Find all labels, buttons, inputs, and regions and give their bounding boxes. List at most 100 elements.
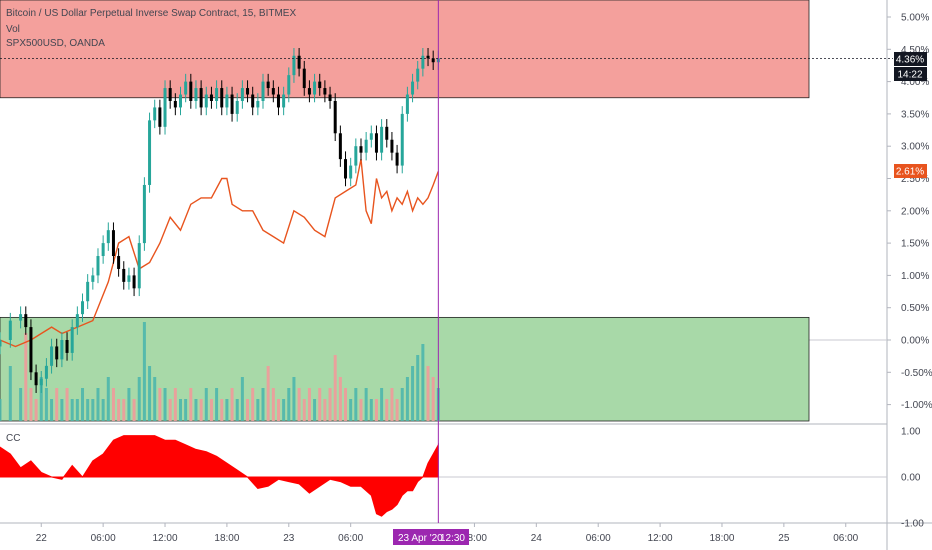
volume-bar — [318, 388, 322, 421]
volume-bar — [426, 366, 430, 421]
price-tick-label: -1.00% — [901, 400, 932, 411]
crosshair — [0, 0, 893, 523]
candle-body — [385, 126, 389, 140]
volume-bar — [225, 399, 229, 421]
volume-bar — [246, 399, 250, 421]
volume-bar — [91, 399, 95, 421]
candle-body — [209, 94, 213, 101]
volume-bar — [431, 377, 435, 421]
candle-body — [96, 256, 100, 276]
price-tick-label: 4.00% — [901, 77, 929, 88]
candle-body — [81, 301, 85, 315]
volume-bar — [302, 399, 306, 421]
cc-tick-label: 0.00 — [901, 473, 921, 484]
candle-body — [426, 55, 430, 59]
volume-bar — [168, 399, 172, 421]
price-tick-label: 0.50% — [901, 303, 929, 314]
candle-body — [256, 100, 260, 108]
volume-bar — [313, 399, 317, 421]
volume-bar — [287, 388, 291, 421]
cc-area — [0, 435, 439, 517]
price-tick-label: 3.50% — [901, 109, 929, 120]
volume-bar — [199, 399, 203, 421]
time-tick-label: 23 — [283, 533, 295, 544]
time-tick-label: 24 — [531, 533, 543, 544]
volume-bar — [106, 377, 110, 421]
candle-body — [246, 88, 250, 95]
price-tick-label: 1.00% — [901, 271, 929, 282]
volume-bar — [194, 399, 198, 421]
candle-body — [173, 100, 177, 108]
volume-bar — [204, 388, 208, 421]
volume-bar — [400, 388, 404, 421]
candle-body — [405, 94, 409, 114]
chart-axes: 5.00% 4.50% 4.00% 3.50% 3.00% 2.50% 2.00% 1.50%… — [36, 13, 932, 545]
price-tick-label: 0.00% — [901, 336, 929, 347]
crosshair-date-badge: 23 Apr '20 12:30 — [393, 529, 469, 545]
candle-body — [416, 68, 420, 82]
candle-body — [8, 320, 12, 340]
volume-bar — [173, 388, 177, 421]
volume-bar — [421, 344, 425, 421]
volume-bar — [405, 377, 409, 421]
candle-body — [189, 81, 193, 101]
volume-bar — [117, 399, 121, 421]
candle-body — [282, 94, 286, 108]
price-tick-label: 5.00% — [901, 13, 929, 24]
volume-bar — [271, 388, 275, 421]
volume-bar — [29, 388, 33, 421]
btc-price-badge: 4.36% — [894, 52, 927, 66]
candle-body — [354, 146, 358, 166]
candle-body — [307, 88, 311, 95]
volume-bar — [344, 388, 348, 421]
candle-body — [86, 281, 90, 302]
volume-bar — [416, 355, 420, 421]
volume-bar — [34, 399, 38, 421]
cc-indicator-area — [0, 435, 439, 517]
candle-body — [194, 88, 198, 101]
volume-bar — [189, 388, 193, 421]
volume-bar — [178, 399, 182, 421]
volume-bar — [0, 399, 2, 421]
volume-bar — [364, 388, 368, 421]
time-tick-label: 12:00 — [153, 533, 178, 544]
candle-body — [225, 94, 229, 108]
candle-body — [39, 378, 43, 386]
candle-body — [271, 88, 275, 95]
crosshair-date-label: 23 Apr '20 — [398, 533, 443, 544]
volume-bar — [86, 399, 90, 421]
volume-bar — [50, 399, 54, 421]
crosshair-time-label: 12:30 — [440, 533, 465, 544]
volume-bar — [333, 355, 337, 421]
volume-bars — [0, 322, 440, 421]
candle-body — [153, 107, 157, 121]
volume-bar — [96, 388, 100, 421]
volume-bar — [127, 388, 131, 421]
candle-body — [215, 88, 219, 101]
candle-body — [70, 327, 74, 353]
volume-bar — [184, 399, 188, 421]
candle-body — [240, 88, 244, 101]
candle-body — [50, 346, 54, 366]
volume-bar — [266, 366, 270, 421]
volume-bar — [132, 399, 136, 421]
price-tick-label: 2.00% — [901, 206, 929, 217]
candle-body — [137, 243, 141, 289]
volume-bar — [297, 388, 301, 421]
candle-body — [106, 230, 110, 244]
candle-body — [318, 81, 322, 89]
candle-body — [204, 94, 208, 108]
candle-body — [19, 314, 23, 321]
volume-legend: Vol — [6, 24, 20, 35]
candle-body — [44, 365, 48, 379]
candle-body — [117, 256, 121, 269]
volume-bar — [137, 377, 141, 421]
time-tick-label: 06:00 — [338, 533, 363, 544]
candle-body — [261, 81, 265, 101]
volume-bar — [153, 377, 157, 421]
volume-bar — [75, 399, 79, 421]
upper-resistance-zone — [0, 0, 810, 99]
volume-bar — [251, 388, 255, 421]
candle-body — [75, 314, 79, 328]
candle-body — [395, 152, 399, 166]
